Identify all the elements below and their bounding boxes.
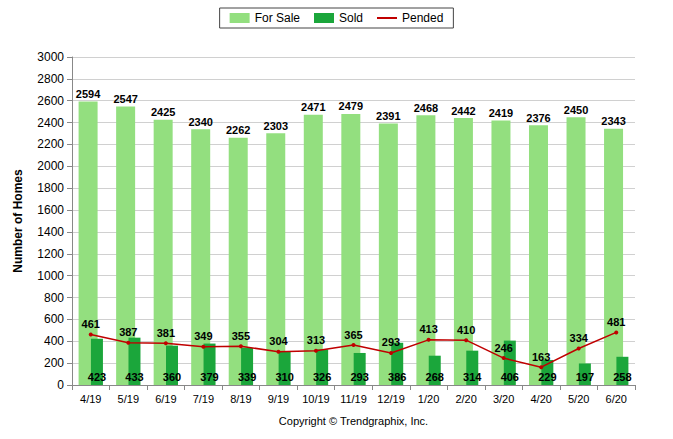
svg-text:12/19: 12/19: [377, 393, 405, 405]
svg-text:2471: 2471: [301, 101, 325, 113]
svg-text:293: 293: [382, 336, 400, 348]
svg-text:2419: 2419: [489, 107, 513, 119]
svg-text:197: 197: [576, 371, 594, 383]
svg-text:2600: 2600: [37, 94, 64, 108]
svg-text:461: 461: [82, 318, 100, 330]
svg-text:2376: 2376: [526, 112, 550, 124]
svg-text:304: 304: [269, 335, 288, 347]
svg-text:Copyright © Trendgraphix, Inc.: Copyright © Trendgraphix, Inc.: [279, 415, 428, 427]
svg-text:293: 293: [350, 371, 368, 383]
svg-text:2303: 2303: [264, 120, 288, 132]
svg-text:2200: 2200: [37, 137, 64, 151]
svg-text:600: 600: [44, 312, 64, 326]
svg-text:365: 365: [344, 329, 362, 341]
svg-text:381: 381: [157, 327, 175, 339]
svg-text:5/19: 5/19: [118, 393, 139, 405]
svg-text:339: 339: [238, 371, 256, 383]
svg-text:10/19: 10/19: [302, 393, 330, 405]
svg-text:310: 310: [275, 371, 293, 383]
svg-text:1800: 1800: [37, 181, 64, 195]
svg-text:246: 246: [494, 342, 512, 354]
svg-text:2479: 2479: [339, 100, 363, 112]
svg-text:1/20: 1/20: [418, 393, 439, 405]
svg-text:413: 413: [419, 323, 437, 335]
svg-text:8/19: 8/19: [230, 393, 251, 405]
svg-text:200: 200: [44, 356, 64, 370]
svg-text:5/20: 5/20: [568, 393, 589, 405]
svg-text:313: 313: [307, 334, 325, 346]
svg-text:481: 481: [607, 316, 625, 328]
svg-text:326: 326: [313, 371, 331, 383]
svg-text:2425: 2425: [151, 106, 175, 118]
svg-text:3000: 3000: [37, 50, 64, 64]
svg-text:387: 387: [119, 326, 137, 338]
svg-text:3/20: 3/20: [493, 393, 514, 405]
svg-text:2262: 2262: [226, 124, 250, 136]
svg-text:433: 433: [125, 371, 143, 383]
svg-text:1400: 1400: [37, 225, 64, 239]
svg-text:2442: 2442: [451, 105, 475, 117]
svg-text:2547: 2547: [113, 93, 137, 105]
svg-text:400: 400: [44, 334, 64, 348]
svg-text:11/19: 11/19: [340, 393, 367, 405]
svg-text:4/20: 4/20: [530, 393, 551, 405]
svg-text:0: 0: [57, 378, 64, 392]
svg-text:2450: 2450: [564, 104, 588, 116]
svg-text:2391: 2391: [376, 110, 400, 122]
svg-text:334: 334: [570, 332, 589, 344]
svg-text:386: 386: [388, 371, 406, 383]
svg-text:423: 423: [88, 371, 106, 383]
svg-text:9/19: 9/19: [268, 393, 289, 405]
svg-text:2/20: 2/20: [455, 393, 476, 405]
svg-text:2800: 2800: [37, 72, 64, 86]
svg-text:349: 349: [194, 330, 212, 342]
svg-text:Sold: Sold: [339, 11, 363, 25]
svg-text:1000: 1000: [37, 269, 64, 283]
svg-text:6/20: 6/20: [606, 393, 627, 405]
svg-text:1200: 1200: [37, 247, 64, 261]
svg-text:7/19: 7/19: [193, 393, 214, 405]
svg-text:For Sale: For Sale: [255, 11, 301, 25]
svg-text:379: 379: [200, 371, 218, 383]
svg-text:355: 355: [232, 330, 250, 342]
svg-text:4/19: 4/19: [80, 393, 101, 405]
svg-text:163: 163: [532, 351, 550, 363]
svg-text:258: 258: [613, 371, 631, 383]
svg-text:2468: 2468: [414, 102, 438, 114]
svg-text:2343: 2343: [601, 115, 625, 127]
svg-text:406: 406: [501, 371, 519, 383]
svg-text:268: 268: [426, 371, 444, 383]
svg-text:1600: 1600: [37, 203, 64, 217]
svg-text:2000: 2000: [37, 159, 64, 173]
svg-text:314: 314: [463, 371, 482, 383]
svg-text:410: 410: [457, 324, 475, 336]
svg-text:Number of Homes: Number of Homes: [11, 169, 25, 273]
svg-text:Pended: Pended: [402, 11, 443, 25]
svg-text:2400: 2400: [37, 116, 64, 130]
svg-text:2340: 2340: [188, 116, 212, 128]
svg-text:229: 229: [538, 371, 556, 383]
svg-text:360: 360: [163, 371, 181, 383]
svg-text:6/19: 6/19: [155, 393, 176, 405]
svg-text:2594: 2594: [76, 88, 101, 100]
svg-text:800: 800: [44, 291, 64, 305]
